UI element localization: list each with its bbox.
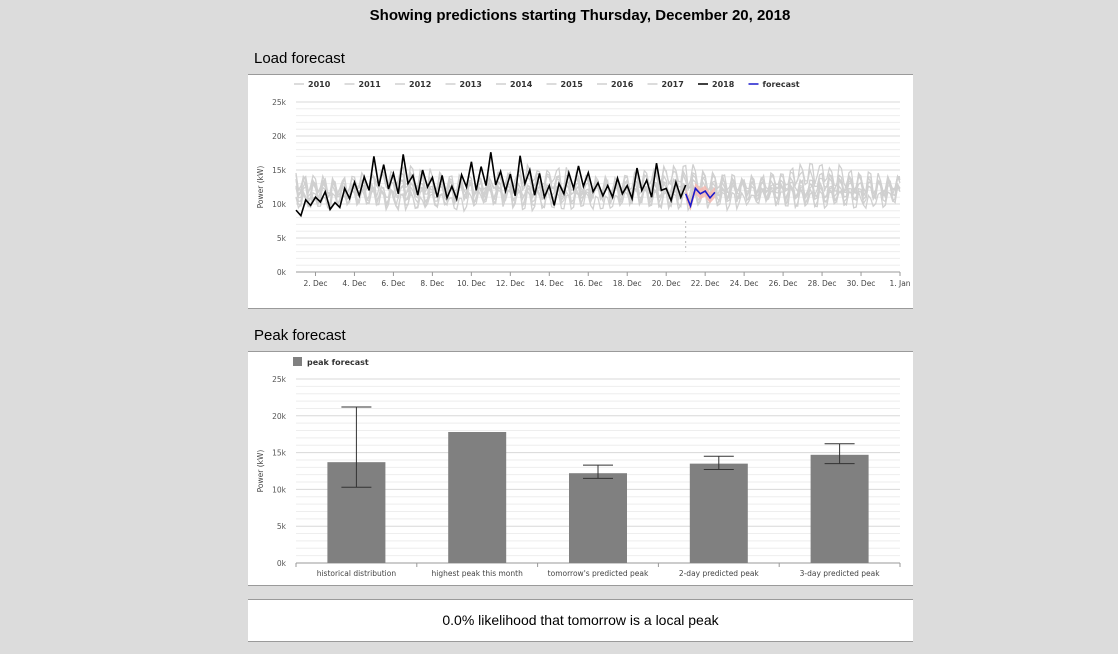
peak-y-tick-label: 20k: [272, 412, 287, 421]
load-x-tick-label: 14. Dec: [535, 279, 564, 288]
legend-label: 2012: [409, 80, 431, 89]
peak-likelihood-text: 0.0% likelihood that tomorrow is a local…: [248, 599, 913, 642]
peak-y-axis-label: Power (kW): [256, 450, 265, 493]
load-x-tick-label: 18. Dec: [613, 279, 642, 288]
peak-y-tick-label: 0k: [277, 559, 287, 568]
bar-2[interactable]: [569, 473, 627, 563]
legend-item-2010[interactable]: 2010: [294, 80, 331, 89]
legend-item-2014[interactable]: 2014: [496, 80, 533, 89]
peak-forecast-panel: 0k 5k 10k 15k 20k 25k Power (kW) historical dis…: [248, 351, 913, 586]
series-line-forecast: [684, 186, 716, 209]
peak-x-tick-label: 3-day predicted peak: [800, 569, 881, 578]
error-bar-0: [341, 406, 372, 488]
error-bar-4: [824, 443, 855, 465]
legend-label: 2015: [561, 80, 584, 89]
load-x-tick-label: 20. Dec: [652, 279, 681, 288]
load-x-tick-label: 26. Dec: [769, 279, 798, 288]
legend-label: 2016: [611, 80, 634, 89]
load-y-tick-label: 5k: [277, 234, 287, 243]
error-bar-2: [583, 464, 613, 479]
legend-item-2012[interactable]: 2012: [395, 80, 431, 89]
load-x-tick-label: 1. Jan: [889, 279, 910, 288]
legend-label: forecast: [763, 80, 800, 89]
load-x-tick-label: 28. Dec: [808, 279, 837, 288]
load-y-tick-label: 25k: [272, 98, 287, 107]
load-x-tick-label: 6. Dec: [381, 279, 405, 288]
peak-y-tick-label: 25k: [272, 375, 287, 384]
legend-label: 2010: [308, 80, 331, 89]
load-x-tick-label: 30. Dec: [847, 279, 876, 288]
load-y-tick-label: 20k: [272, 132, 287, 141]
load-y-axis-label: Power (kW): [256, 166, 265, 209]
bar-4[interactable]: [810, 454, 869, 563]
load-x-tick-label: 4. Dec: [342, 279, 366, 288]
load-y-tick-label: 0k: [277, 268, 287, 277]
load-forecast-chart: 0k 5k 10k 15k 20k 25k Power (kW) 2. Dec 4. Dec 6.…: [256, 80, 911, 288]
load-x-tick-label: 2. Dec: [303, 279, 327, 288]
legend-label: 2011: [359, 80, 382, 89]
bar-1[interactable]: [448, 431, 507, 563]
peak-forecast-title: Peak forecast: [254, 327, 346, 344]
load-x-tick-label: 16. Dec: [574, 279, 603, 288]
load-legend: 2010 2011 2012 2013 2014 2015 2016 2017 2018 fore…: [294, 80, 800, 89]
peak-y-tick-label: 15k: [272, 449, 287, 458]
legend-item-2011[interactable]: 2011: [344, 80, 382, 89]
legend-item-2018[interactable]: 2018: [698, 80, 735, 89]
page-title: Showing predictions starting Thursday, D…: [369, 7, 791, 24]
peak-y-tick-label: 10k: [272, 485, 287, 494]
peak-forecast-chart: 0k 5k 10k 15k 20k 25k Power (kW) historical dis…: [256, 357, 901, 578]
legend-item-2015[interactable]: 2015: [546, 80, 584, 89]
load-x-tick-label: 22. Dec: [691, 279, 720, 288]
load-y-tick-label: 10k: [272, 200, 287, 209]
load-y-tick-label: 15k: [272, 166, 287, 175]
load-forecast-title: Load forecast: [254, 50, 345, 67]
load-x-tick-label: 24. Dec: [730, 279, 759, 288]
peak-x-tick-label: tomorrow's predicted peak: [548, 569, 649, 578]
peak-y-tick-label: 5k: [277, 522, 287, 531]
series-line-2018: [295, 152, 687, 218]
load-x-tick-label: 10. Dec: [457, 279, 486, 288]
legend-item-2013[interactable]: 2013: [445, 80, 482, 89]
error-bar-3: [703, 455, 734, 471]
forecast-confidence-band: [685, 182, 715, 211]
legend-label: peak forecast: [307, 358, 369, 367]
series-line-2017: [295, 170, 901, 207]
legend-swatch: [293, 357, 302, 366]
legend-label: 2018: [712, 80, 735, 89]
load-x-tick-label: 12. Dec: [496, 279, 525, 288]
load-x-tick-label: 8. Dec: [420, 279, 444, 288]
peak-x-tick-label: highest peak this month: [432, 569, 524, 578]
legend-label: 2017: [662, 80, 684, 89]
legend-label: 2013: [460, 80, 482, 89]
bar-3[interactable]: [689, 463, 748, 563]
peak-x-tick-label: 2-day predicted peak: [679, 569, 760, 578]
legend-label: 2014: [510, 80, 533, 89]
legend-item-2016[interactable]: 2016: [597, 80, 634, 89]
legend-item-peak-forecast[interactable]: peak forecast: [293, 357, 369, 367]
load-forecast-panel: 0k 5k 10k 15k 20k 25k Power (kW) 2. Dec 4. Dec 6.…: [248, 74, 913, 309]
legend-item-forecast[interactable]: forecast: [748, 80, 800, 89]
legend-item-2017[interactable]: 2017: [647, 80, 684, 89]
peak-x-tick-label: historical distribution: [317, 569, 397, 578]
